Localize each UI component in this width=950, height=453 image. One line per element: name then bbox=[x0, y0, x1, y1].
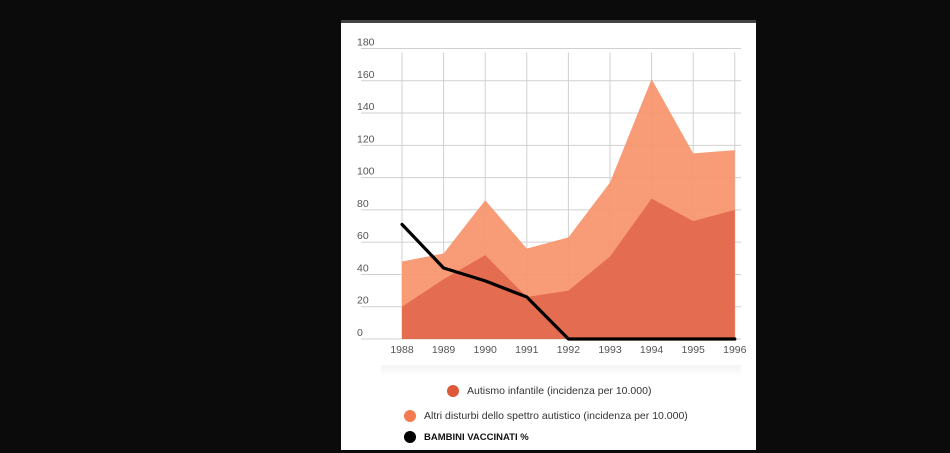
y-tick-label-140: 140 bbox=[357, 101, 375, 113]
x-tick-label-1991: 1991 bbox=[515, 344, 539, 356]
y-tick-label-60: 60 bbox=[357, 230, 369, 242]
chart-panel: 0 20 40 60 80 100 120 140 160 180 1988 1989 1990 1991… bbox=[341, 20, 756, 450]
y-tick-label-180: 180 bbox=[357, 36, 375, 48]
x-tick-label-1992: 1992 bbox=[557, 344, 581, 356]
legend-label-autismo: Autismo infantile (incidenza per 10.000) bbox=[467, 385, 652, 397]
x-tick-label-1996: 1996 bbox=[723, 344, 747, 356]
x-tick-label-1995: 1995 bbox=[682, 344, 706, 356]
area-chart: 0 20 40 60 80 100 120 140 160 180 1988 1989 1990 1991… bbox=[357, 36, 747, 356]
legend-divider bbox=[381, 365, 741, 377]
y-tick-label-40: 40 bbox=[357, 262, 369, 274]
x-tick-label-1988: 1988 bbox=[390, 344, 414, 356]
legend-swatch-autismo bbox=[447, 385, 459, 397]
x-tick-label-1993: 1993 bbox=[598, 344, 622, 356]
x-tick-label-1990: 1990 bbox=[474, 344, 498, 356]
legend-item-autismo: Autismo infantile (incidenza per 10.000) bbox=[447, 385, 651, 397]
chart-legend: Autismo infantile (incidenza per 10.000)… bbox=[341, 373, 756, 453]
x-tick-label-1994: 1994 bbox=[640, 344, 664, 356]
series-area-autismo bbox=[402, 198, 735, 339]
y-tick-label-80: 80 bbox=[357, 198, 369, 210]
legend-item-altri-disturbi: Altri disturbi dello spettro autistico (… bbox=[404, 410, 688, 422]
legend-swatch-vaccinati bbox=[404, 431, 416, 443]
y-tick-label-100: 100 bbox=[357, 166, 375, 178]
legend-label-vaccinati: BAMBINI VACCINATI % bbox=[424, 431, 529, 443]
series-line-vaccinati bbox=[400, 222, 737, 341]
legend-label-altri-disturbi: Altri disturbi dello spettro autistico (… bbox=[424, 410, 688, 422]
x-tick-label-1989: 1989 bbox=[432, 344, 456, 356]
y-tick-label-160: 160 bbox=[357, 69, 375, 81]
legend-swatch-altri-disturbi bbox=[404, 410, 416, 422]
legend-item-vaccinati: BAMBINI VACCINATI % bbox=[404, 431, 529, 443]
y-tick-label-20: 20 bbox=[357, 295, 369, 307]
y-tick-label-0: 0 bbox=[357, 327, 363, 339]
y-tick-label-120: 120 bbox=[357, 133, 375, 145]
